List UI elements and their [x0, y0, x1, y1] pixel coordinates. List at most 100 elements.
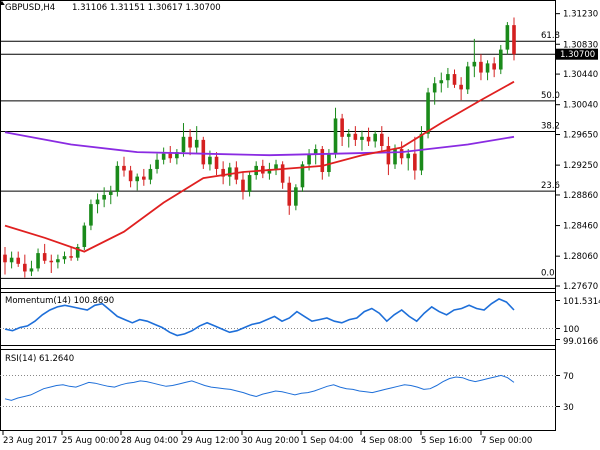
- fib-level-label: 0.0: [541, 268, 555, 278]
- candle-body: [373, 133, 377, 142]
- candle-body: [168, 153, 173, 159]
- candle-body: [366, 136, 371, 142]
- candle-body: [479, 61, 483, 73]
- candle-body: [56, 259, 60, 263]
- candle-body: [221, 168, 225, 177]
- price-tick-label: 1.27670: [563, 282, 598, 292]
- price-tick-label: 1.28860: [563, 191, 598, 201]
- candle-body: [181, 136, 186, 153]
- moving-averages: [4, 80, 515, 253]
- time-tick-label: 30 Aug 20:00: [242, 436, 299, 446]
- rsi-title: RSI(14) 61.2640: [5, 354, 74, 364]
- candle-body: [188, 136, 192, 148]
- candle-body: [3, 254, 7, 263]
- candle-body: [393, 149, 397, 165]
- candle-body: [446, 74, 450, 81]
- fib-level-label: 38.2: [541, 121, 560, 131]
- time-tick-label: 25 Aug 00:00: [62, 436, 119, 446]
- candle-body: [294, 187, 298, 206]
- candle-body: [155, 159, 159, 169]
- candle-body: [320, 149, 325, 173]
- candle-body: [247, 175, 252, 192]
- candle-body: [386, 146, 391, 165]
- candlestick-series: [3, 17, 516, 278]
- time-tick-label: 5 Sep 16:00: [421, 436, 472, 446]
- rsi-line: [4, 374, 515, 401]
- candle-body: [122, 165, 126, 171]
- candle-body: [142, 176, 146, 180]
- price-tick-label: 1.28060: [563, 252, 598, 262]
- chart-symbol-header: GBPUSD,H4: [5, 3, 55, 13]
- time-tick-label: 4 Sep 08:00: [361, 436, 412, 446]
- candle-body: [360, 136, 364, 140]
- candle-body: [485, 63, 490, 73]
- price-tick-label: 1.30040: [563, 101, 598, 111]
- time-tick-label: 1 Sep 04:00: [302, 436, 353, 446]
- fib-level-label: 61.8: [541, 31, 560, 41]
- price-tick-label: 1.28460: [563, 222, 598, 232]
- candle-body: [135, 176, 140, 182]
- candle-body: [492, 63, 496, 70]
- candle-body: [327, 153, 331, 173]
- chart-ohlc-header: 1.31106 1.31151 1.30617 1.30700: [72, 3, 221, 13]
- candle-body: [465, 66, 470, 90]
- candle-body: [95, 199, 100, 205]
- candle-body: [29, 268, 34, 272]
- candle-body: [62, 256, 67, 260]
- candle-body: [459, 84, 463, 90]
- rsi-axis: 70 30: [556, 372, 574, 413]
- candle-body: [102, 194, 106, 200]
- candle-body: [161, 153, 166, 160]
- current-price-marker: 1.30700: [556, 48, 598, 60]
- time-tick-label: 28 Aug 04:00: [121, 436, 178, 446]
- chart-frame: [0, 0, 556, 431]
- price-axis: 1.31230 1.30830 1.30440 1.30040 1.29650 1.292…: [556, 10, 598, 292]
- candle-body: [175, 152, 179, 159]
- candle-body: [346, 133, 351, 137]
- candle-body: [201, 139, 206, 165]
- candle-body: [413, 153, 417, 171]
- candle-body: [313, 149, 318, 154]
- candle-body: [432, 83, 437, 93]
- candle-body: [512, 25, 516, 55]
- rsi-tick-70: 70: [563, 372, 574, 382]
- candle-body: [419, 133, 424, 171]
- candle-body: [128, 170, 133, 182]
- candle-body: [9, 257, 14, 263]
- candle-body: [280, 164, 285, 183]
- price-tick-label: 1.29250: [563, 161, 598, 171]
- candle-body: [399, 149, 404, 159]
- fibonacci-levels: 61.8 50.0 38.2 23.6 0.0: [0, 31, 560, 279]
- candle-body: [82, 225, 87, 247]
- candle-body: [148, 168, 153, 180]
- candle-body: [452, 74, 457, 85]
- momentum-line: [4, 297, 515, 337]
- momentum-tick-low: 99.0166: [563, 337, 598, 347]
- momentum-axis: 101.5314 100 99.0166: [556, 297, 600, 347]
- momentum-title: Momentum(14) 100.8690: [5, 296, 114, 306]
- candle-body: [307, 153, 311, 165]
- candle-body: [406, 153, 411, 159]
- price-tick-label: 1.31230: [563, 10, 598, 20]
- candle-body: [340, 118, 344, 137]
- momentum-tick-mid: 100: [563, 325, 579, 335]
- momentum-tick-high: 101.5314: [563, 297, 600, 307]
- candle-body: [36, 253, 40, 269]
- candle-body: [241, 179, 245, 192]
- time-tick-label: 29 Aug 12:00: [182, 436, 239, 446]
- candle-body: [42, 253, 47, 261]
- fib-level-label: 23.6: [541, 181, 560, 191]
- time-axis: 23 Aug 2017 25 Aug 00:00 28 Aug 04:00 29 Au…: [2, 431, 532, 446]
- triangle-up-icon: [0, 0, 5, 5]
- candle-body: [353, 133, 358, 140]
- candle-body: [194, 139, 199, 148]
- candle-body: [333, 118, 338, 154]
- rsi-tick-30: 30: [563, 403, 574, 413]
- time-tick-label: 23 Aug 2017: [3, 436, 57, 446]
- candle-body: [274, 164, 278, 169]
- candle-body: [267, 168, 272, 174]
- candle-body: [108, 191, 113, 195]
- current-price-label: 1.30700: [560, 50, 595, 60]
- candle-body: [16, 257, 21, 264]
